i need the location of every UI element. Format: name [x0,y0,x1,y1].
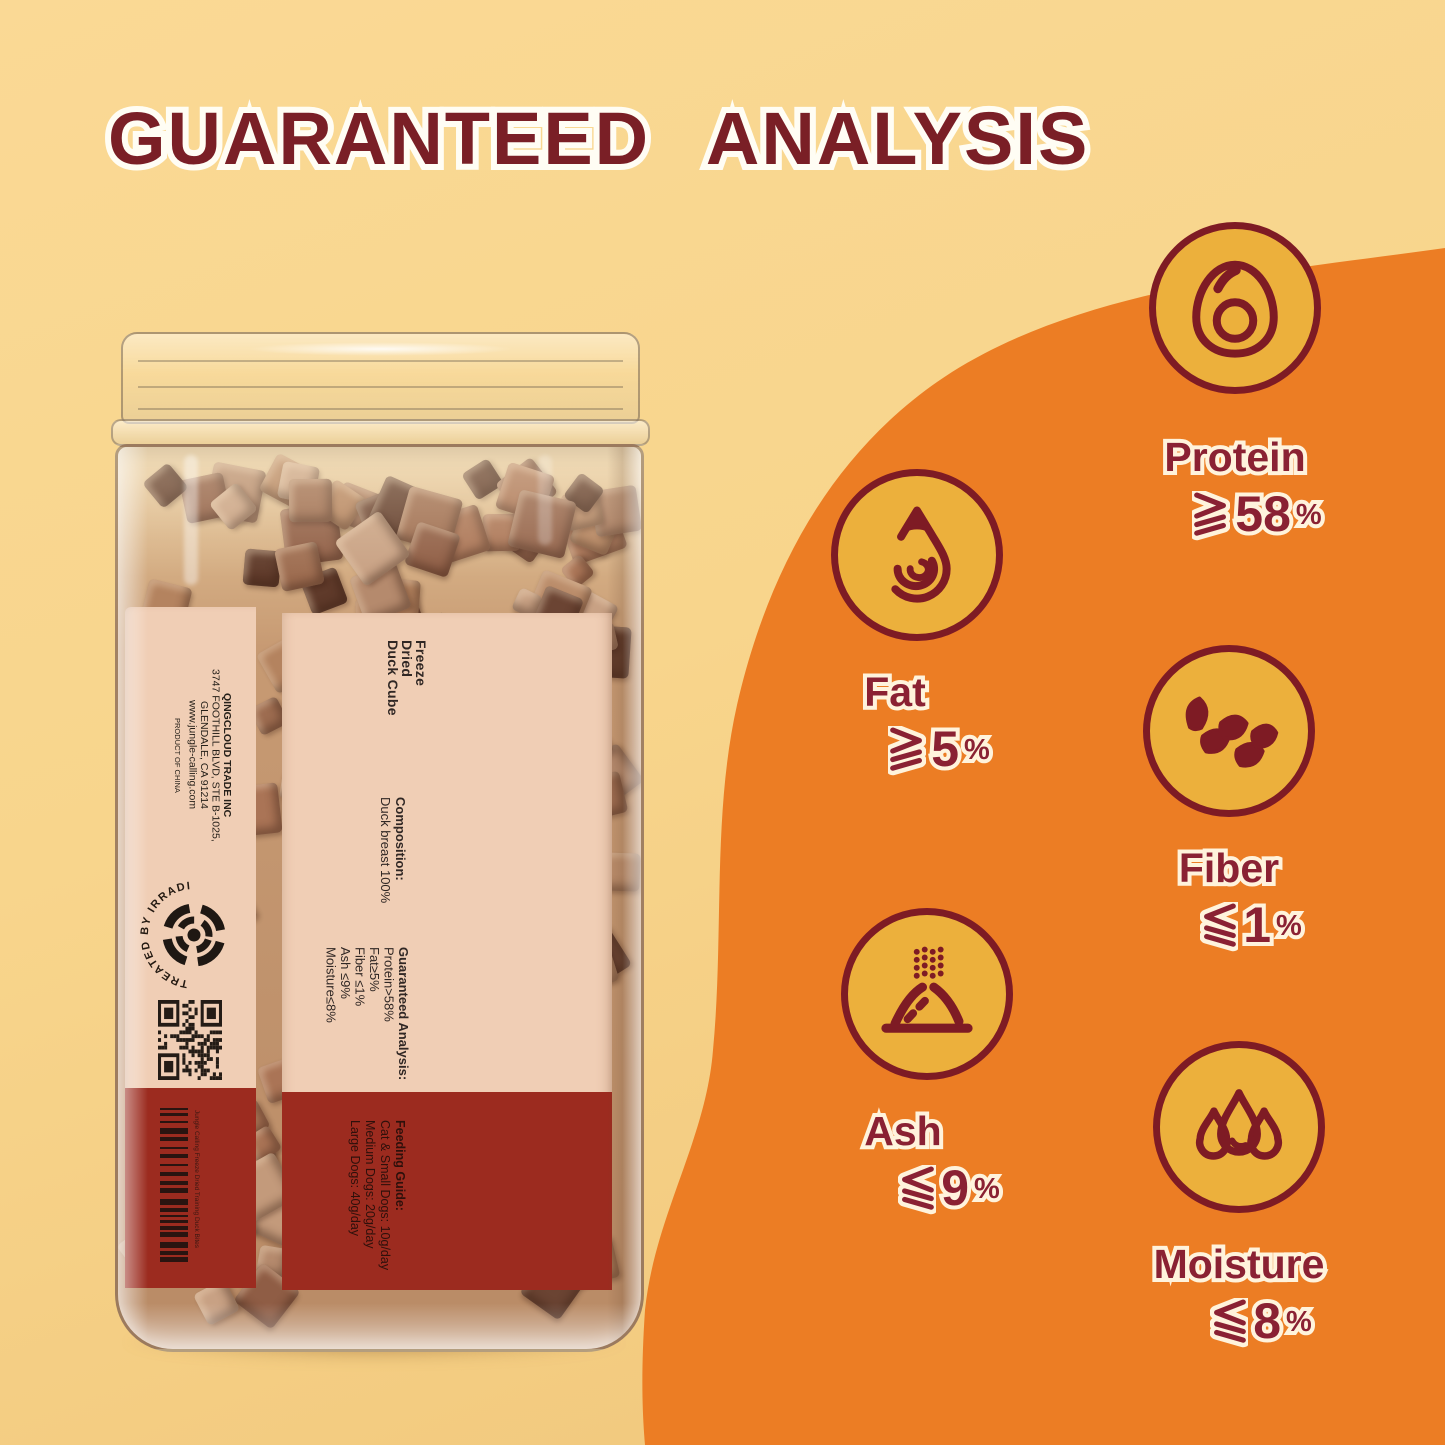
droplet-fat-icon [831,469,1003,641]
jar-mouth-ring [111,419,650,446]
stat-value: 1 % [1143,893,1315,957]
stat-ash: Ash 9 % [841,908,1013,1220]
stat-label: Fat [860,665,930,719]
stat-value: 58 % [1149,482,1326,546]
stat-moisture: Moisture 8 % [1150,1041,1329,1353]
jar-lid [121,332,640,424]
irradiation-logo: TREATED BY IRRADIATION [136,877,226,990]
stat-label: Moisture [1150,1237,1329,1291]
barcode-caption: Jungle Calling Freeze Dried Training Duc… [193,1110,200,1249]
stat-fat: Fat 5 % [831,469,1003,781]
glass-streak [538,455,552,545]
origin-text: PRODUCT OF CHINA [173,717,182,793]
composition-block: Composition: Duck breast 100% [378,797,408,904]
label-red-band [282,1092,612,1290]
barcode [160,1108,188,1262]
guaranteed-analysis-block: Guaranteed Analysis: Protein>58% Fat≥5% … [323,947,412,1081]
stat-value: 9 % [841,1156,1013,1220]
jar-body [115,444,644,1352]
stat-label: Fiber [1175,841,1283,895]
feeding-guide-block: Feeding Guide: Cat & Small Dogs: 10g/day… [348,1120,407,1271]
product-jar: Freeze Dried Duck Cube Composition: Duck… [111,332,650,1354]
stat-value: 5 % [831,717,1003,781]
ash-pile-icon [841,908,1013,1080]
stat-protein: Protein 58 % [1149,222,1326,546]
page-title: GUARANTEED ANALYSIS [102,91,1093,186]
manufacturer-address: QINGCLOUD TRADE INC 3747 FOOTHILL BLVD, … [172,650,233,860]
lid-highlight [246,342,515,356]
fiber-twist-icon [1143,645,1315,817]
egg-protein-icon [1149,222,1321,394]
svg-text:TREATED BY IRRADIATION: TREATED BY IRRADIATION [136,877,192,990]
qr-code [158,1000,222,1080]
stat-value: 8 % [1153,1289,1325,1353]
product-name: Freeze Dried Duck Cube [385,640,429,716]
stat-label: Protein [1160,430,1309,484]
moisture-drops-icon [1153,1041,1325,1213]
label-front-panel [282,613,612,1290]
glass-streak [184,455,198,585]
stat-label: Ash [860,1104,945,1158]
stat-fiber: Fiber 1 % [1143,645,1315,957]
